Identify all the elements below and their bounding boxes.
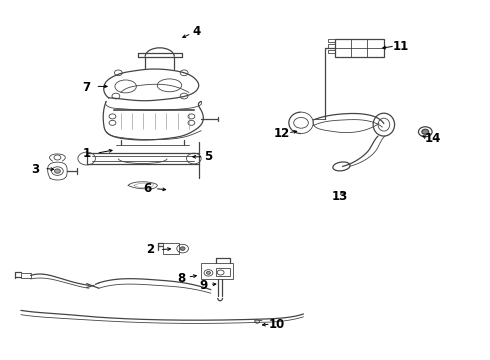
- Bar: [216, 267, 230, 276]
- Text: 2: 2: [146, 243, 154, 256]
- Text: 12: 12: [273, 127, 290, 140]
- Text: 14: 14: [424, 132, 441, 145]
- Bar: [328, 44, 335, 48]
- Bar: [201, 263, 233, 279]
- Bar: [328, 50, 335, 53]
- Circle shape: [180, 247, 185, 250]
- Bar: [163, 243, 179, 254]
- Text: 5: 5: [204, 150, 213, 163]
- Text: 7: 7: [83, 81, 91, 94]
- Bar: [328, 39, 335, 42]
- Text: 11: 11: [393, 40, 409, 53]
- Text: 1: 1: [83, 147, 91, 160]
- Circle shape: [206, 271, 210, 274]
- Text: 6: 6: [144, 183, 152, 195]
- Text: 4: 4: [192, 25, 200, 38]
- Text: 9: 9: [199, 279, 208, 292]
- Text: 13: 13: [332, 190, 348, 203]
- Bar: [335, 39, 384, 57]
- Text: 3: 3: [31, 163, 40, 176]
- Text: 10: 10: [269, 318, 285, 331]
- Circle shape: [422, 129, 429, 134]
- Text: 8: 8: [177, 272, 186, 285]
- Circle shape: [54, 169, 60, 173]
